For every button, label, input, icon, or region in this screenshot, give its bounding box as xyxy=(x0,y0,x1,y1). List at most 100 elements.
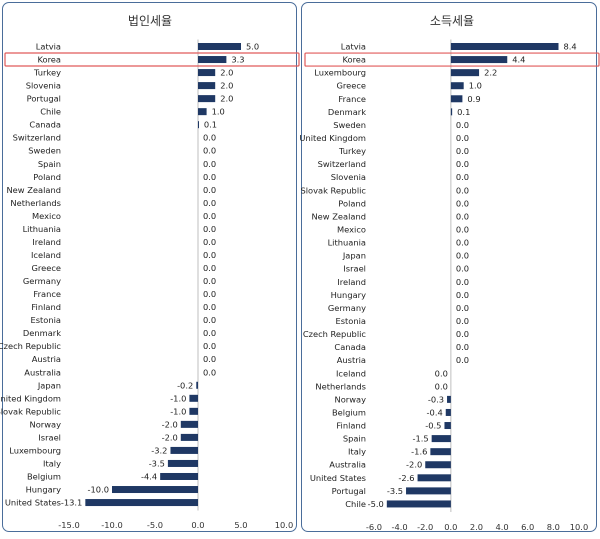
x-tick-label: 0.0 xyxy=(444,522,457,532)
value-label: 5.0 xyxy=(246,42,259,52)
bar xyxy=(450,56,508,64)
value-label: -5.0 xyxy=(368,499,384,509)
bar xyxy=(196,381,198,389)
value-label: -13.1 xyxy=(61,498,82,508)
category-label: Israel xyxy=(343,264,366,274)
category-label: Czech Republic xyxy=(0,341,61,351)
category-label: Hungary xyxy=(331,290,367,300)
category-label: Hungary xyxy=(26,485,62,495)
category-label: Finland xyxy=(336,421,366,431)
category-label: Belgium xyxy=(332,407,366,417)
x-tick-label: 0.0 xyxy=(191,520,204,530)
category-label: Sweden xyxy=(333,120,366,130)
value-label: 0.0 xyxy=(203,159,216,169)
value-label: -0.2 xyxy=(177,380,193,390)
value-label: 0.0 xyxy=(456,224,469,234)
category-label: Latvia xyxy=(36,42,61,52)
x-tick-label: 8.0 xyxy=(547,522,560,532)
bar xyxy=(450,82,464,90)
category-label: Luxembourg xyxy=(9,445,61,455)
x-tick-label: 5.0 xyxy=(234,520,247,530)
category-label: Iceland xyxy=(31,250,61,260)
category-label: Slovenia xyxy=(26,81,61,91)
value-label: 0.0 xyxy=(456,172,469,182)
chart-title-income-tax: 소득세율 xyxy=(430,14,474,28)
value-label: 0.0 xyxy=(203,172,216,182)
value-label: -1.5 xyxy=(412,434,428,444)
value-label: 0.0 xyxy=(203,315,216,325)
category-label: Australia xyxy=(329,460,366,470)
value-label: -2.0 xyxy=(406,460,422,470)
category-label: France xyxy=(33,289,61,299)
bar xyxy=(198,69,216,77)
x-tick-label: -2.0 xyxy=(417,522,433,532)
value-label: 3.3 xyxy=(231,55,244,65)
category-label: Finland xyxy=(31,302,61,312)
category-label: Korea xyxy=(37,55,61,65)
highlight-box-korea xyxy=(304,52,600,67)
value-label: 0.0 xyxy=(456,198,469,208)
value-label: 0.0 xyxy=(203,146,216,156)
value-label: -10.0 xyxy=(88,485,109,495)
category-label: Chile xyxy=(40,107,61,117)
value-label: 0.0 xyxy=(456,316,469,326)
category-label: Italy xyxy=(348,447,366,457)
x-tick-label: 2.0 xyxy=(470,522,483,532)
value-label: 0.0 xyxy=(456,146,469,156)
x-tick-label: -5.0 xyxy=(147,520,163,530)
value-label: 1.0 xyxy=(212,107,225,117)
category-label: Australia xyxy=(24,367,61,377)
category-label: Japan xyxy=(342,251,366,261)
bar xyxy=(170,446,198,454)
x-tick-label: 6.0 xyxy=(521,522,534,532)
category-label: Belgium xyxy=(27,471,61,481)
category-label: Portugal xyxy=(27,94,61,104)
value-label: 0.0 xyxy=(456,133,469,143)
category-label: Slovenia xyxy=(331,172,366,182)
x-tick-label: 10.0 xyxy=(570,522,588,532)
category-label: Greece xyxy=(31,263,61,273)
bar xyxy=(180,433,198,441)
category-label: Ireland xyxy=(337,277,366,287)
value-label: 0.0 xyxy=(456,211,469,221)
category-label: New Zealand xyxy=(6,185,61,195)
value-label: 0.0 xyxy=(203,354,216,364)
value-label: 0.0 xyxy=(203,263,216,273)
value-label: -2.0 xyxy=(162,419,178,429)
category-label: Sweden xyxy=(28,146,61,156)
value-label: 0.0 xyxy=(203,302,216,312)
category-label: Israel xyxy=(38,432,61,442)
bar xyxy=(167,459,198,467)
value-label: -0.5 xyxy=(425,421,441,431)
value-label: -2.6 xyxy=(398,473,414,483)
value-label: 0.0 xyxy=(456,264,469,274)
category-label: United Kingdom xyxy=(299,133,366,143)
chart-title-corporate-tax: 법인세율 xyxy=(128,14,172,28)
category-label: Norway xyxy=(335,394,367,404)
category-label: Poland xyxy=(338,198,366,208)
value-label: -3.5 xyxy=(149,458,165,468)
value-label: 0.0 xyxy=(203,133,216,143)
value-label: 0.0 xyxy=(435,368,448,378)
value-label: 0.0 xyxy=(203,224,216,234)
category-label: United States xyxy=(310,473,366,483)
bar xyxy=(445,408,451,416)
value-label: 0.0 xyxy=(435,381,448,391)
category-label: Chile xyxy=(345,499,366,509)
value-label: 2.2 xyxy=(484,68,497,78)
category-label: Germany xyxy=(328,303,366,313)
value-label: 0.0 xyxy=(203,341,216,351)
bar xyxy=(386,500,451,508)
value-label: 4.4 xyxy=(512,55,525,65)
value-label: 0.0 xyxy=(203,198,216,208)
bar xyxy=(180,420,198,428)
bar xyxy=(198,43,241,50)
category-label: New Zealand xyxy=(311,211,366,221)
category-label: Spain xyxy=(38,159,61,169)
category-label: Mexico xyxy=(337,224,366,234)
value-label: 0.0 xyxy=(203,289,216,299)
category-label: Canada xyxy=(334,342,366,352)
category-label: Luxembourg xyxy=(314,68,366,78)
value-label: -2.0 xyxy=(162,432,178,442)
bar xyxy=(85,499,198,507)
